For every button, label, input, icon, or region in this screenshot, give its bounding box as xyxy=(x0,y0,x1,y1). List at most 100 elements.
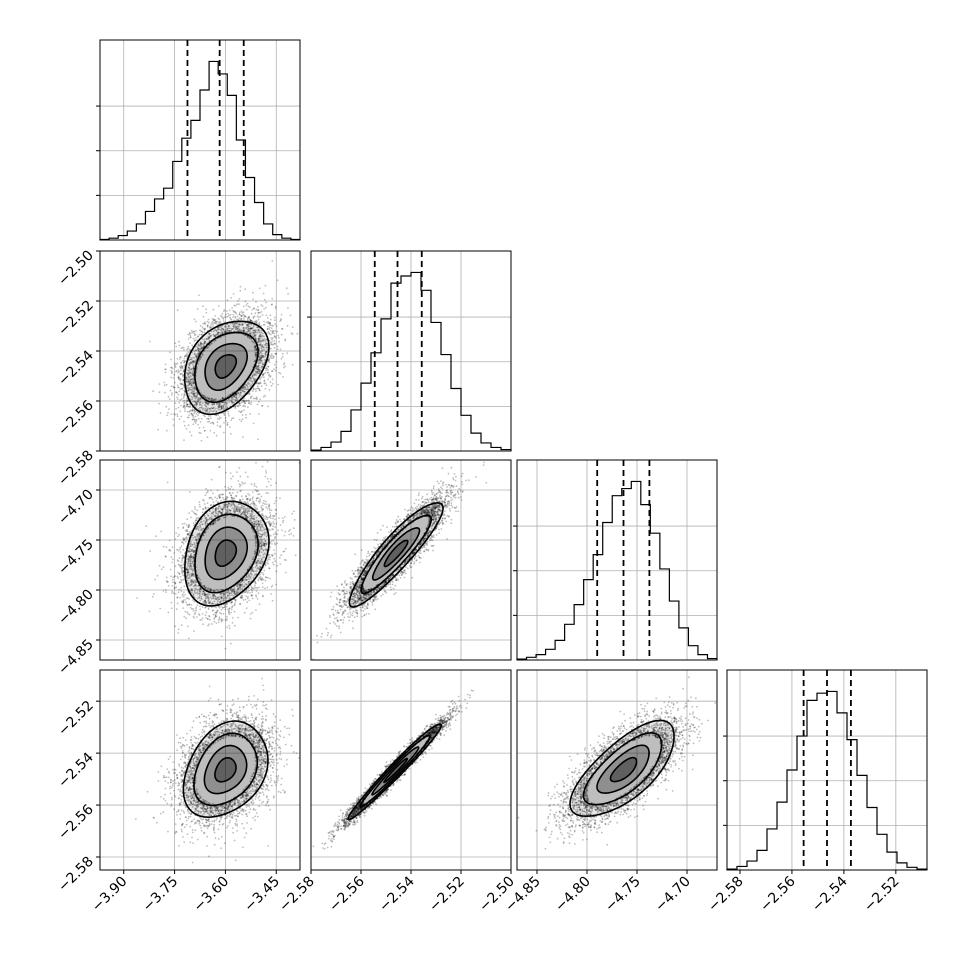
sample-point xyxy=(219,417,222,419)
sample-point xyxy=(193,392,196,395)
sample-point xyxy=(206,338,209,341)
sample-point xyxy=(179,565,182,568)
sample-point xyxy=(215,414,218,416)
sample-point xyxy=(233,592,235,594)
sample-point xyxy=(259,545,261,548)
sample-point xyxy=(226,407,228,409)
sample-point xyxy=(250,518,252,520)
sample-point xyxy=(257,326,259,329)
sample-point xyxy=(237,588,239,591)
sample-point xyxy=(183,364,186,367)
sample-point xyxy=(246,382,249,385)
sample-point xyxy=(255,351,258,354)
sample-point xyxy=(209,589,212,592)
sample-point xyxy=(186,579,189,582)
sample-point xyxy=(233,510,236,513)
sample-point xyxy=(195,607,197,610)
sample-point xyxy=(262,356,265,358)
sample-point xyxy=(448,507,451,510)
sample-point xyxy=(182,527,185,529)
sample-point xyxy=(252,317,255,319)
sample-point xyxy=(194,546,197,549)
sample-point xyxy=(192,569,194,572)
sample-point xyxy=(186,571,189,574)
sample-point xyxy=(168,549,171,552)
sample-point xyxy=(255,348,258,351)
sample-point xyxy=(204,415,206,418)
sample-point xyxy=(173,586,176,589)
sample-point xyxy=(196,509,199,512)
sample-point xyxy=(263,542,265,544)
sample-point xyxy=(262,373,264,375)
sample-point xyxy=(165,576,168,579)
sample-point xyxy=(257,382,259,385)
sample-point xyxy=(238,587,241,589)
sample-point xyxy=(221,330,224,333)
sample-point xyxy=(231,606,233,609)
sample-point xyxy=(274,543,277,546)
sample-point xyxy=(264,548,267,551)
sample-point xyxy=(182,405,185,408)
sample-point xyxy=(250,320,252,323)
sample-point xyxy=(213,431,216,434)
sample-point xyxy=(174,582,177,585)
sample-point xyxy=(184,410,186,412)
sample-point xyxy=(254,489,257,491)
sample-point xyxy=(261,525,263,528)
sample-point xyxy=(189,566,191,569)
sample-point xyxy=(247,568,250,570)
sample-point xyxy=(239,490,242,493)
sample-point xyxy=(271,370,274,373)
sample-point xyxy=(190,565,193,568)
sample-point xyxy=(271,341,273,343)
sample-point xyxy=(195,337,197,339)
sample-point xyxy=(260,324,262,327)
sample-point xyxy=(189,558,192,561)
sample-point xyxy=(260,355,263,358)
sample-point xyxy=(209,410,212,412)
sample-point xyxy=(182,375,184,378)
sample-point xyxy=(259,500,262,503)
sample-point xyxy=(199,588,202,590)
sample-point xyxy=(263,552,266,554)
sample-point xyxy=(246,511,249,513)
sample-point xyxy=(261,332,264,335)
sample-point xyxy=(202,407,205,410)
sample-point xyxy=(185,378,188,381)
sample-point xyxy=(201,393,204,396)
sample-point xyxy=(231,417,233,420)
density-region xyxy=(183,319,268,413)
sample-point xyxy=(250,338,253,340)
sample-point xyxy=(268,332,270,334)
sample-point xyxy=(212,613,215,616)
sample-point xyxy=(229,589,232,591)
sample-point xyxy=(206,528,208,531)
sample-point xyxy=(281,517,284,519)
sample-point xyxy=(185,601,188,604)
sample-point xyxy=(256,366,259,368)
sample-point xyxy=(223,316,226,319)
sample-point xyxy=(265,321,268,324)
sample-point xyxy=(260,359,263,362)
contour-line xyxy=(204,526,249,581)
sample-point xyxy=(244,591,247,593)
sample-point xyxy=(219,600,222,603)
sample-point xyxy=(256,315,259,317)
sample-point xyxy=(216,402,219,405)
sample-point xyxy=(250,510,253,513)
sample-point xyxy=(190,540,192,543)
sample-point xyxy=(255,396,258,399)
sample-point xyxy=(242,327,245,330)
sample-point xyxy=(239,586,242,588)
sample-point xyxy=(238,402,241,405)
sample-point xyxy=(171,607,173,610)
sample-point xyxy=(249,328,252,331)
sample-point xyxy=(213,594,215,597)
sample-point xyxy=(185,352,188,355)
sample-point xyxy=(192,414,195,417)
sample-point xyxy=(180,624,183,626)
sample-point xyxy=(269,381,272,384)
sample-point xyxy=(237,330,240,333)
sample-point xyxy=(227,502,230,505)
sample-point xyxy=(188,368,191,370)
